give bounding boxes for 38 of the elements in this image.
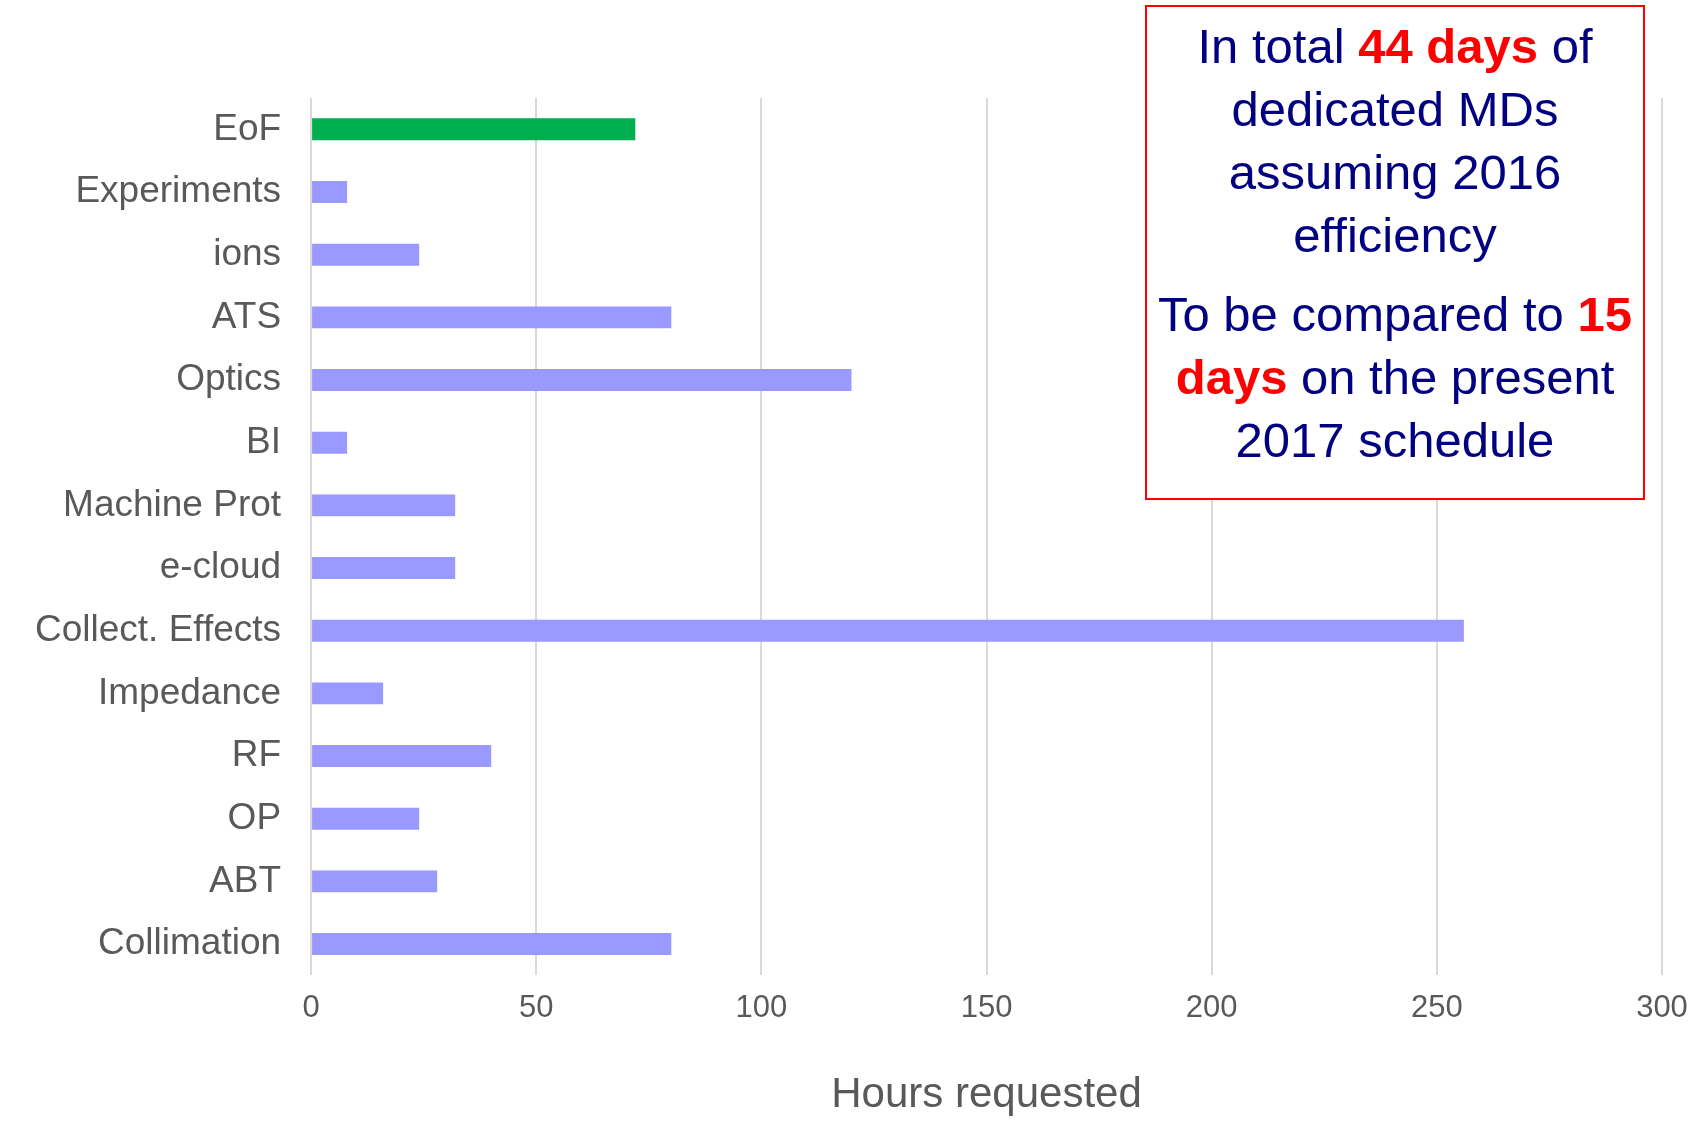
y-tick-label: EoF [213, 106, 282, 148]
bar [312, 557, 456, 579]
bar [312, 870, 438, 893]
x-axis-title: Hours requested [831, 1069, 1142, 1117]
bar [312, 369, 852, 391]
text: To be compared to 15 days on the present 2017 schedule [1158, 287, 1632, 467]
annotation: In total 44 days of dedicated MDs assuming 2016 efficiency [1196, 18, 1594, 264]
y-tick-label: ATS [211, 294, 282, 336]
x-tick-label: 200 [1185, 988, 1238, 1024]
y-tick-label: Experiments [75, 169, 282, 211]
y-tick-label: OP [227, 795, 282, 837]
x-tick-label: 100 [735, 988, 788, 1024]
bar [312, 619, 1464, 642]
bar [312, 306, 672, 329]
bar [312, 807, 420, 830]
bar [312, 745, 492, 768]
x-tick-label: 0 [302, 988, 320, 1024]
y-tick-label: Impedance [98, 670, 282, 712]
bar [312, 933, 672, 956]
x-tick-label: 150 [960, 988, 1013, 1024]
y-tick-label: Collect. Effects [34, 607, 282, 649]
y-tick-label: Collimation [98, 921, 282, 963]
bar [312, 494, 456, 517]
x-tick-label: 250 [1410, 988, 1463, 1024]
bar [312, 118, 636, 141]
y-tick-label: BI [246, 419, 282, 461]
bar [312, 181, 348, 203]
y-tick-label: RF [231, 733, 282, 775]
y-tick-label: e-cloud [159, 545, 282, 587]
y-tick-label: Machine Prot [63, 482, 282, 524]
bar [312, 682, 384, 705]
bar [312, 431, 348, 454]
x-tick-label: 300 [1636, 988, 1688, 1024]
y-tick-label: ABT [209, 858, 282, 900]
y-tick-label: Optics [176, 357, 282, 399]
x-tick-label: 50 [518, 988, 554, 1024]
bar [312, 243, 420, 266]
y-tick-label: ions [213, 231, 282, 273]
